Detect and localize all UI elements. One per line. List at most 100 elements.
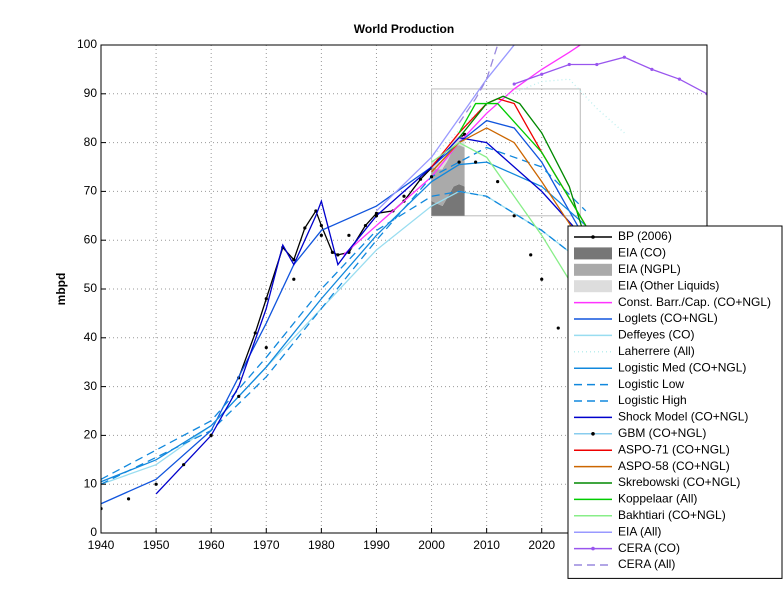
point (253, 331, 257, 335)
legend-swatch (574, 247, 612, 260)
point (264, 297, 268, 301)
chart-title: World Production (354, 22, 454, 36)
point (512, 214, 516, 218)
series-line (101, 146, 587, 485)
series-line (101, 190, 587, 485)
point (474, 160, 478, 164)
x-tick-label: 1980 (308, 538, 335, 552)
point (496, 180, 500, 184)
legend-label: BP (2006) (618, 229, 672, 243)
area (431, 184, 465, 216)
point (347, 233, 351, 237)
inset-box (431, 88, 581, 217)
legend-label: Skrebowski (CO+NGL) (618, 475, 740, 489)
x-tick-label: 2010 (473, 538, 500, 552)
series-line (376, 45, 515, 212)
y-tick-label: 70 (84, 184, 98, 198)
legend-label: Deffeyes (CO) (618, 328, 694, 342)
point (556, 326, 560, 330)
legend-label: Const. Barr./Cap. (CO+NGL) (618, 295, 771, 309)
area (431, 145, 465, 207)
point (512, 82, 516, 86)
y-tick-label: 10 (84, 476, 98, 490)
point (540, 277, 544, 281)
legend-label: EIA (NGPL) (618, 262, 681, 276)
legend-marker (591, 546, 595, 551)
point (264, 345, 268, 350)
legend-label: CERA (All) (618, 557, 675, 571)
point (374, 214, 379, 218)
legend-label: EIA (CO) (618, 246, 666, 260)
point (303, 226, 307, 230)
legend-swatch (574, 280, 612, 293)
point (314, 209, 318, 213)
series-line (431, 141, 576, 290)
y-tick-label: 90 (84, 86, 98, 100)
legend-label: EIA (Other Liquids) (618, 278, 719, 292)
point (330, 250, 334, 254)
legend-label: Koppelaar (All) (618, 492, 697, 506)
legend-label: ASPO-58 (CO+NGL) (618, 459, 730, 473)
y-axis-label: mbpd (54, 273, 68, 306)
x-tick-label: 2020 (528, 538, 555, 552)
point (319, 233, 323, 237)
x-tick-label: 1940 (88, 538, 115, 552)
point (292, 277, 296, 281)
point (650, 67, 654, 71)
x-tick-label: 1990 (363, 538, 390, 552)
point (529, 253, 533, 257)
point (126, 497, 131, 501)
y-tick-label: 30 (84, 379, 98, 393)
point (209, 433, 213, 437)
legend-label: Laherrere (All) (618, 344, 695, 358)
point (677, 77, 682, 81)
y-tick-label: 0 (90, 525, 97, 539)
y-tick-label: 20 (84, 428, 98, 442)
series-line (431, 127, 581, 241)
x-tick-label: 2000 (418, 538, 445, 552)
series-line (101, 161, 587, 483)
series-line (101, 190, 587, 480)
series-line (513, 56, 707, 95)
point (182, 463, 186, 467)
series-line (155, 137, 587, 495)
series-line (458, 45, 499, 124)
point (402, 194, 406, 198)
legend-label: Shock Model (CO+NGL) (618, 410, 748, 424)
point (336, 253, 340, 257)
legend-swatch (574, 263, 612, 276)
point (319, 223, 323, 228)
point (540, 72, 544, 76)
legend-label: Bakhtiari (CO+NGL) (618, 508, 726, 522)
point (374, 211, 379, 215)
series-line (101, 119, 587, 505)
point (418, 177, 423, 181)
legend-label: CERA (CO) (618, 541, 680, 555)
legend-label: GBM (CO+NGL) (618, 426, 706, 440)
legend: BP (2006) EIA (CO) EIA (NGPL) EIA (Other Li… (567, 225, 783, 579)
x-tick-label: 1950 (143, 538, 170, 552)
point (457, 160, 461, 164)
point (154, 482, 158, 486)
point (567, 62, 571, 67)
x-tick-label: 1970 (253, 538, 280, 552)
y-tick-label: 80 (84, 135, 98, 149)
legend-marker (591, 432, 595, 436)
series-line (458, 102, 587, 226)
legend-label: ASPO-71 (CO+NGL) (618, 442, 730, 456)
point (363, 223, 368, 228)
legend-label: Logistic High (618, 393, 687, 407)
x-tick-label: 1960 (198, 538, 225, 552)
legend-label: Logistic Low (618, 377, 684, 391)
series-line (342, 45, 581, 256)
point (622, 55, 626, 59)
point (292, 258, 296, 262)
series-layer (101, 45, 707, 511)
point (429, 175, 434, 179)
legend-label: EIA (All) (618, 524, 661, 538)
y-tick-label: 100 (77, 37, 97, 51)
legend-label: Logistic Med (CO+NGL) (618, 360, 746, 374)
point (237, 394, 241, 398)
y-tick-label: 40 (84, 330, 98, 344)
